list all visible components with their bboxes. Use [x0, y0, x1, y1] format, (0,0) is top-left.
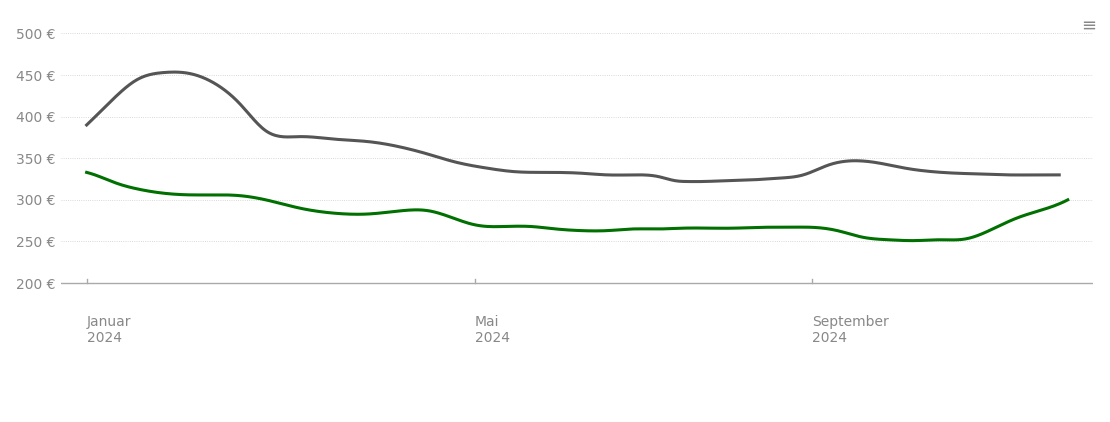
Text: ≡: ≡	[1081, 17, 1097, 35]
